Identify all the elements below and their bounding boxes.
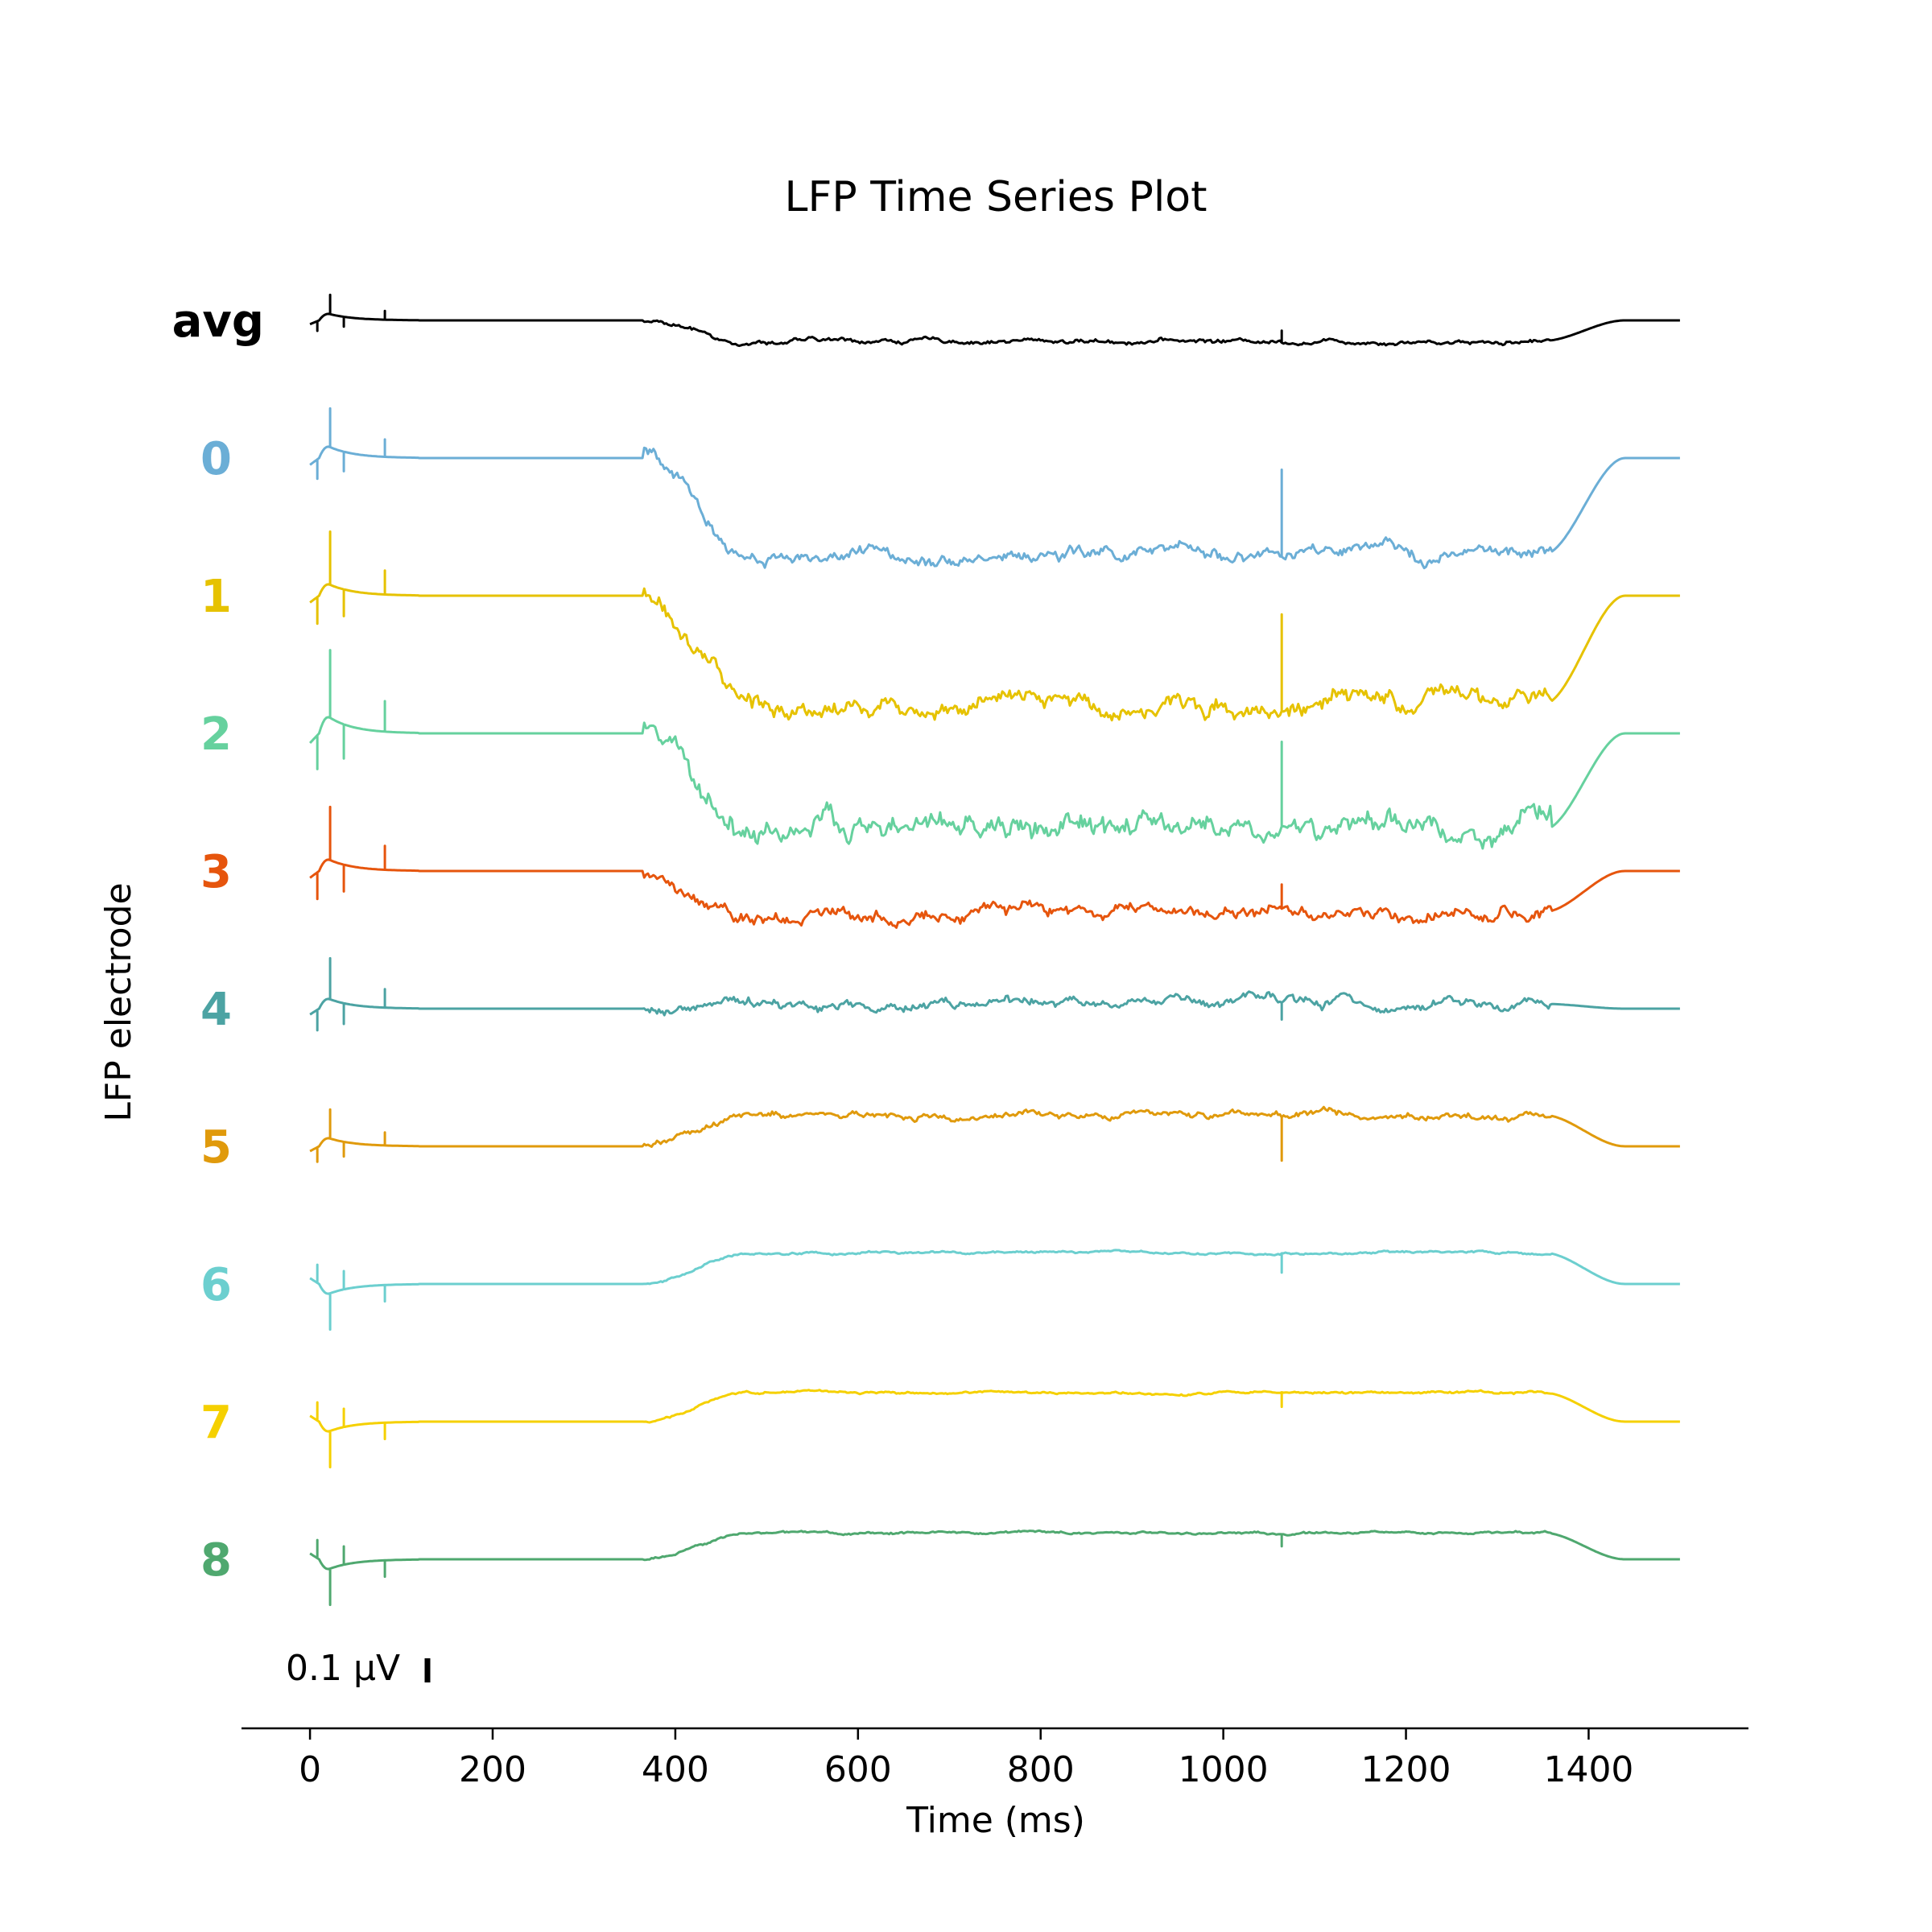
trace-line-3 <box>309 805 1680 929</box>
trace-label-8: 8 <box>200 1534 232 1587</box>
trace-labels-group: avg 0 1 2 3 4 5 6 7 8 <box>172 295 264 1587</box>
x-ticks-group: 0 200 400 600 800 1000 1200 1400 <box>299 1728 1633 1790</box>
x-tick-label: 800 <box>1007 1749 1075 1790</box>
trace-line-8 <box>309 1529 1680 1607</box>
trace-label-2: 2 <box>200 708 232 761</box>
trace-label-6: 6 <box>200 1259 232 1311</box>
trace-line-7 <box>309 1389 1680 1469</box>
trace-label-5: 5 <box>200 1121 232 1174</box>
scale-bar: 0.1 μV <box>286 1648 431 1689</box>
x-tick-label: 600 <box>824 1749 892 1790</box>
x-tick-label: 400 <box>642 1749 709 1790</box>
scale-bar-label: 0.1 μV <box>286 1648 400 1689</box>
trace-label-3: 3 <box>200 846 232 898</box>
trace-label-1: 1 <box>200 571 232 623</box>
x-tick-label: 0 <box>299 1749 321 1790</box>
trace-line-1 <box>309 530 1680 722</box>
y-axis-label: LFP electrode <box>98 882 139 1121</box>
traces-group <box>309 293 1680 1607</box>
x-axis-label: Time (ms) <box>906 1800 1085 1841</box>
x-tick-label: 200 <box>459 1749 526 1790</box>
x-tick-label: 1200 <box>1361 1749 1451 1790</box>
trace-line-2 <box>309 649 1680 850</box>
trace-line-0 <box>309 407 1680 570</box>
trace-label-4: 4 <box>200 984 232 1036</box>
x-tick-label: 1000 <box>1179 1749 1269 1790</box>
chart-title: LFP Time Series Plot <box>784 173 1207 221</box>
trace-label-0: 0 <box>200 433 232 485</box>
trace-line-6 <box>309 1249 1680 1331</box>
x-axis: 0 200 400 600 800 1000 1200 1400 Time (ms) <box>242 1727 1748 1841</box>
trace-label-7: 7 <box>200 1397 232 1449</box>
trace-label-avg: avg <box>172 295 264 348</box>
trace-line-4 <box>309 956 1680 1032</box>
x-tick-label: 1400 <box>1543 1749 1633 1790</box>
trace-line-5 <box>309 1105 1680 1163</box>
trace-line-avg <box>309 293 1680 348</box>
